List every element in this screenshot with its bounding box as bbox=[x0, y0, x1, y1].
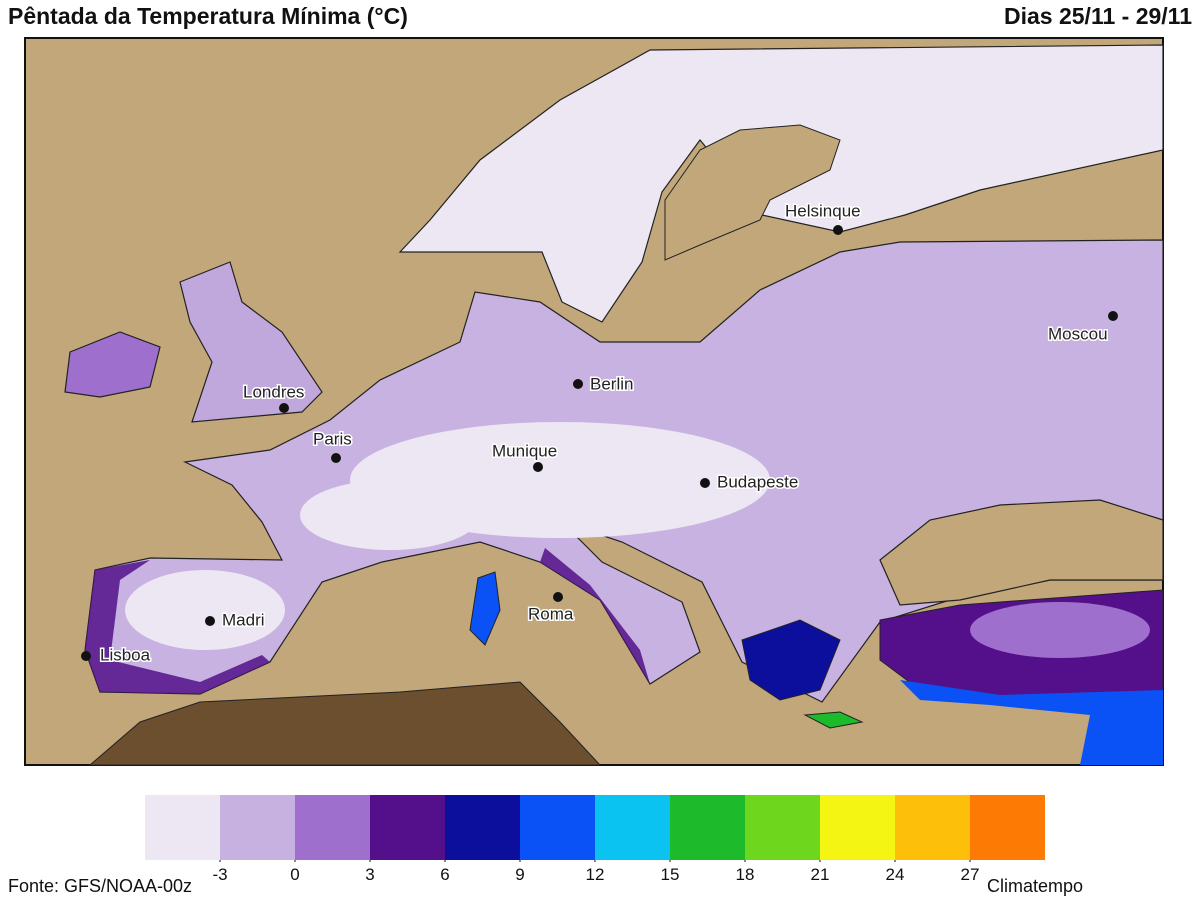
city-dot bbox=[533, 462, 543, 472]
brand: Climatempo bbox=[987, 876, 1083, 896]
sardinia bbox=[469, 571, 501, 646]
city-label: Berlin bbox=[590, 374, 633, 393]
city-label: Budapeste bbox=[717, 472, 798, 491]
legend-swatch bbox=[595, 795, 670, 860]
warm-zone bbox=[300, 480, 480, 550]
city-dot bbox=[1108, 311, 1118, 321]
legend-tick-label: 6 bbox=[440, 865, 449, 884]
great-britain bbox=[179, 261, 323, 423]
legend-tick-label: 27 bbox=[961, 865, 980, 884]
city-dot bbox=[331, 453, 341, 463]
ireland bbox=[64, 331, 161, 398]
legend-tick-label: -3 bbox=[212, 865, 227, 884]
legend-tick-label: 21 bbox=[811, 865, 830, 884]
legend: -3 0 3 6 9 12 15 18 21 24 27 bbox=[145, 795, 1045, 884]
city-label: Paris bbox=[313, 429, 352, 448]
coast-band bbox=[85, 560, 270, 694]
blue-coast bbox=[900, 680, 1163, 765]
city-label: Madri bbox=[222, 610, 265, 629]
title: Pêntada da Temperatura Mínima (°C) bbox=[8, 3, 408, 29]
legend-swatch bbox=[745, 795, 820, 860]
greece bbox=[741, 619, 841, 701]
city-dot bbox=[279, 403, 289, 413]
city-dot bbox=[81, 651, 91, 661]
city-label: Londres bbox=[243, 382, 304, 401]
legend-swatch bbox=[520, 795, 595, 860]
black-sea bbox=[879, 499, 1164, 606]
legend-swatch bbox=[670, 795, 745, 860]
city-dot bbox=[573, 379, 583, 389]
legend-tick-label: 15 bbox=[661, 865, 680, 884]
legend-tick-label: 18 bbox=[736, 865, 755, 884]
legend-swatch bbox=[445, 795, 520, 860]
date-range: Dias 25/11 - 29/11 bbox=[1004, 3, 1192, 29]
cities: Helsinque Moscou Londres Berlin Paris Munique… bbox=[81, 200, 1118, 666]
legend-swatch bbox=[220, 795, 295, 860]
legend-swatch bbox=[820, 795, 895, 860]
legend-swatch bbox=[970, 795, 1045, 860]
city-label: Munique bbox=[492, 441, 557, 460]
cyprus bbox=[803, 711, 864, 729]
legend-swatch bbox=[895, 795, 970, 860]
city-dot bbox=[205, 616, 215, 626]
city-label: Lisboa bbox=[100, 645, 151, 664]
legend-tick-label: 3 bbox=[365, 865, 374, 884]
coast-band bbox=[540, 548, 650, 684]
legend-tick-label: 12 bbox=[586, 865, 605, 884]
city-dot bbox=[833, 225, 843, 235]
city-label: Helsinque bbox=[785, 201, 861, 220]
source: Fonte: GFS/NOAA-00z bbox=[8, 876, 192, 896]
city-dot bbox=[700, 478, 710, 488]
legend-swatch bbox=[295, 795, 370, 860]
africa bbox=[88, 681, 602, 766]
city-label: Moscou bbox=[1048, 324, 1108, 343]
turkey-inner bbox=[970, 602, 1150, 658]
warm-zone bbox=[125, 570, 285, 650]
legend-tick-label: 24 bbox=[886, 865, 905, 884]
city-label: Roma bbox=[528, 604, 574, 623]
legend-tick-label: 9 bbox=[515, 865, 524, 884]
city-dot bbox=[553, 592, 563, 602]
legend-tick-label: 0 bbox=[290, 865, 299, 884]
map: Helsinque Moscou Londres Berlin Paris Munique… bbox=[24, 37, 1164, 766]
legend-swatch bbox=[370, 795, 445, 860]
gulf bbox=[664, 124, 841, 261]
legend-swatch bbox=[145, 795, 220, 860]
